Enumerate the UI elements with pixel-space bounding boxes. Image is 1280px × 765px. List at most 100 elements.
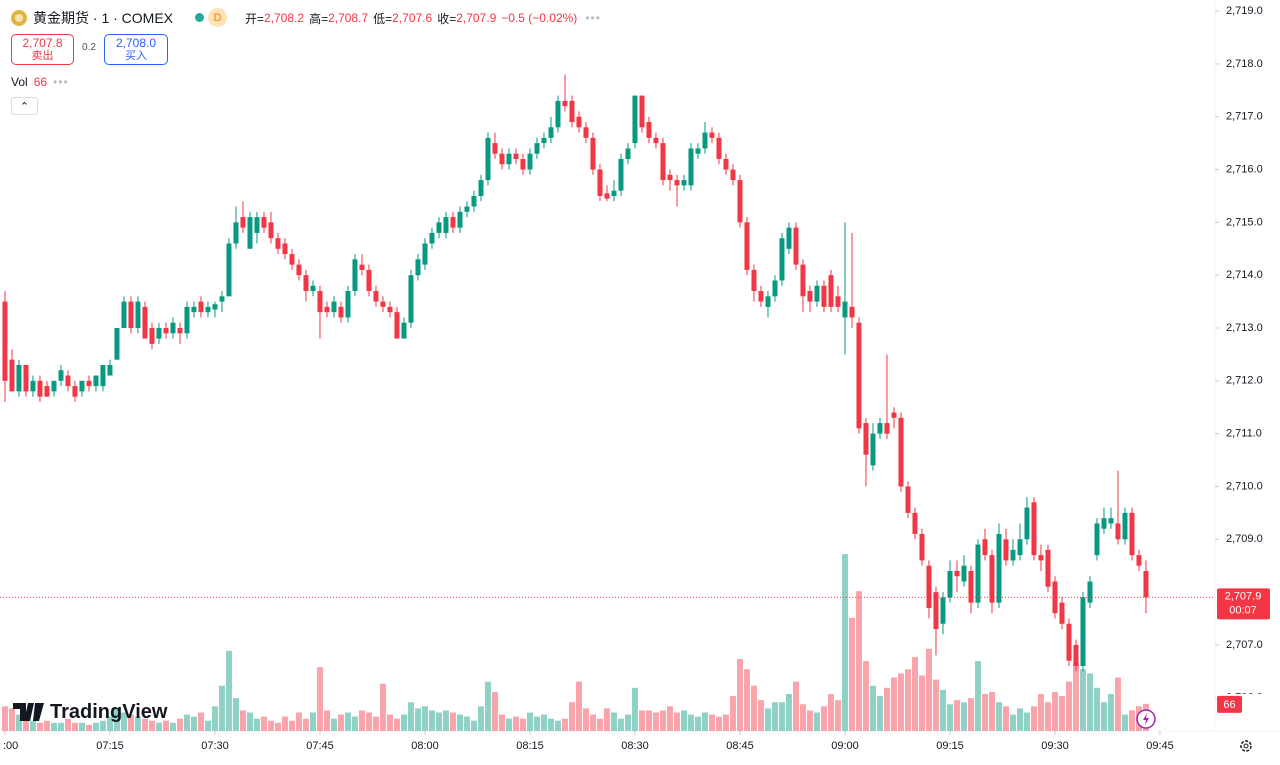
volume-bar (841, 554, 848, 731)
candle-body (506, 153, 512, 165)
candle-body (401, 322, 407, 339)
symbol-title[interactable]: 黄金期货 · 1 · COMEX (33, 10, 174, 26)
volume-bar (666, 706, 673, 731)
volume-bar (92, 722, 99, 731)
volume-bar (638, 710, 645, 731)
candle-body (226, 243, 232, 297)
candle-body (611, 190, 617, 196)
candle-body (898, 417, 904, 487)
volume-bar (288, 720, 295, 731)
volume-bar (827, 693, 834, 731)
volume-bar (386, 714, 393, 731)
sell-button[interactable]: 2,707.8 卖出 (11, 34, 74, 65)
candle-body (828, 275, 834, 307)
buy-price: 2,708.0 (115, 35, 157, 50)
candle-body (695, 148, 701, 154)
x-tick-label: 07:15 (96, 740, 124, 752)
volume-bar (806, 710, 813, 731)
volume-badge-label: 66 (1223, 699, 1235, 711)
candle-body (786, 227, 792, 249)
volume-bar (1023, 712, 1030, 731)
volume-bar (918, 675, 925, 731)
volume-bar (330, 718, 337, 731)
more-dots[interactable]: ••• (585, 11, 601, 25)
ohlc-value: 2,708.7 (328, 11, 369, 25)
buy-button[interactable]: 2,708.0 买入 (104, 34, 168, 65)
market-status (195, 13, 204, 22)
candle-body (429, 232, 435, 244)
volume-bar (113, 708, 120, 731)
ohlc-label: 高= (309, 11, 329, 26)
volume-bar (155, 722, 162, 731)
volume-bar (106, 716, 113, 731)
volume-bar (953, 700, 960, 731)
candle-body (79, 380, 85, 392)
volume-bar (610, 712, 617, 731)
volume-bar (456, 714, 463, 731)
volume-bar (631, 687, 638, 731)
candle-body (933, 592, 939, 630)
candle-body (380, 301, 386, 307)
volume-bar (218, 685, 225, 731)
volume-bar (757, 700, 764, 731)
candle-body (352, 259, 358, 292)
settings-button[interactable] (1240, 740, 1252, 752)
candle-body (485, 137, 491, 181)
candle-body (982, 539, 988, 556)
candle-body (9, 359, 15, 392)
watermark: TradingView (13, 700, 167, 724)
candle-body (72, 386, 78, 397)
volume-bar (834, 700, 841, 731)
candle-body (863, 423, 869, 455)
candle-body (65, 375, 71, 387)
volume-bar (36, 722, 43, 731)
volume-bar (1121, 714, 1128, 731)
icon-gear (1240, 740, 1252, 752)
candle-body (1010, 549, 1016, 561)
volume-bar (449, 712, 456, 731)
candle-body (842, 301, 848, 318)
volume-bar (281, 716, 288, 731)
candle-body (674, 180, 680, 186)
volume-bar (687, 714, 694, 731)
collapse-button[interactable]: ⌃ (11, 97, 38, 115)
volume-bar (883, 687, 890, 731)
ohlc-value: 2,707.6 (392, 11, 433, 25)
candle-body (737, 180, 743, 223)
candle-body (856, 322, 862, 429)
y-tick-label: 2,716.0 (1226, 163, 1263, 175)
volume-bar (603, 708, 610, 731)
candle-body (800, 264, 806, 297)
candle-body (30, 380, 36, 392)
go-realtime-button[interactable] (1136, 709, 1156, 729)
volume-bar (785, 693, 792, 731)
candle-body (366, 269, 372, 292)
candle-body (702, 132, 708, 149)
candle-body (23, 364, 29, 392)
volume-bar (239, 710, 246, 731)
volume-bar (673, 712, 680, 731)
candle-body (877, 423, 883, 434)
candle-body (548, 127, 554, 138)
candle-body (436, 222, 442, 233)
volume-bar (967, 698, 974, 731)
countdown: 00:07 (1229, 604, 1257, 616)
candle-body (478, 180, 484, 196)
volume-bar (1, 706, 8, 731)
more-dots[interactable]: ••• (53, 75, 69, 89)
volume-legend-value: 66 (33, 75, 48, 89)
volume-bar (393, 718, 400, 731)
volume-bar (337, 714, 344, 731)
candle-body (793, 227, 799, 265)
volume-bar (855, 591, 862, 731)
volume-bar (498, 714, 505, 731)
volume-bar (540, 714, 547, 731)
candle-body (653, 137, 659, 144)
volume-bar (148, 720, 155, 731)
volume-bar (981, 693, 988, 731)
candle-body (254, 217, 260, 233)
candle-body (170, 322, 176, 334)
candle-body (212, 304, 218, 310)
